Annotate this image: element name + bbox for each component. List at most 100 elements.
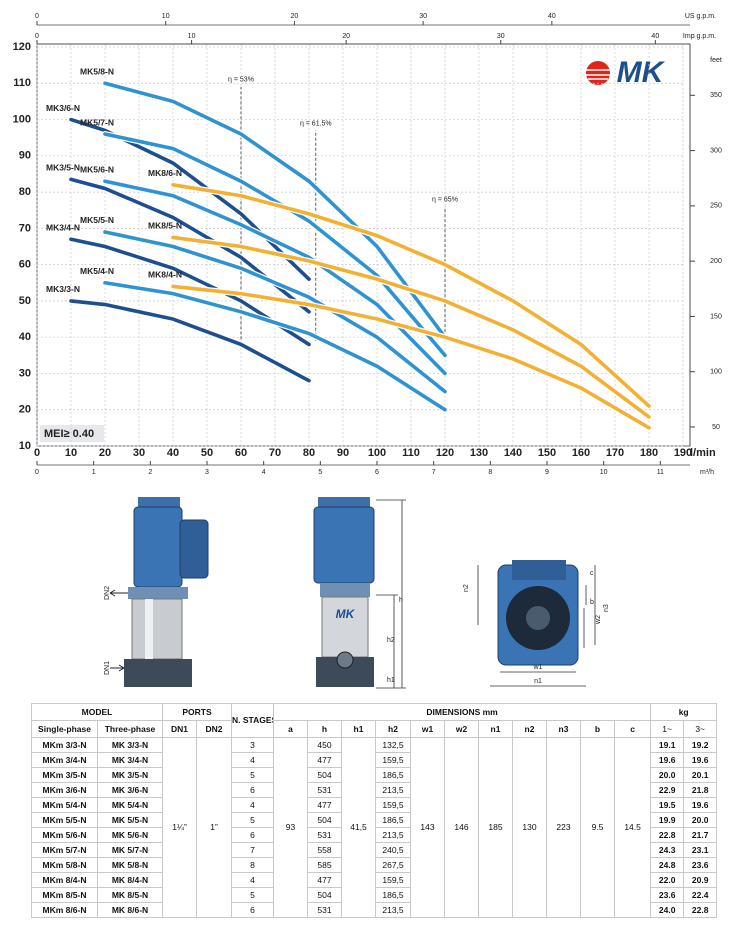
curve-label: MK5/7-N <box>80 117 114 127</box>
top-tick-label: 0 <box>35 13 39 20</box>
cell: 19.6 <box>683 797 718 813</box>
x-tick-label: 180 <box>640 447 658 459</box>
cell: 504 <box>307 812 343 828</box>
curve-label: MK3/5-N <box>46 163 80 173</box>
pump-curve <box>171 284 651 430</box>
column-header: DN1 <box>162 720 198 738</box>
y-tick-label: 20 <box>19 404 31 416</box>
curve-label: MK8/5-N <box>148 221 182 231</box>
cell: MK 5/4-N <box>96 797 164 813</box>
cell: 477 <box>307 752 343 768</box>
curve-label: MK3/3-N <box>46 284 80 294</box>
plot-frame <box>36 43 691 447</box>
cell: 531 <box>307 827 343 843</box>
cell: 22.8 <box>683 902 718 918</box>
cell: MK 8/5-N <box>96 887 164 903</box>
bottom2-tick-label: 8 <box>488 469 492 476</box>
shared-cell: 143 <box>410 737 446 918</box>
x-tick-label: 130 <box>470 447 488 459</box>
cell: 159,5 <box>375 872 412 888</box>
cell: MK 3/6-N <box>96 782 164 798</box>
cell: 213,5 <box>375 902 412 918</box>
x-tick-label: 0 <box>34 447 40 459</box>
cell: 132,5 <box>375 737 412 753</box>
cell: 4 <box>231 872 275 888</box>
pump-curve <box>171 235 651 419</box>
cell: 23.1 <box>683 842 718 858</box>
data-row: MKm 8/5-N MK 8/5-N 5 504 186,5 23.6 22.4 <box>31 887 718 903</box>
y2-tick-label: 300 <box>710 147 722 154</box>
shared-cell: 9.5 <box>580 737 616 918</box>
dim-label: h1 <box>387 677 395 684</box>
curve-label: MK3/4-N <box>46 222 80 232</box>
y-tick-label: 90 <box>19 150 31 162</box>
curve-label: MK5/4-N <box>80 266 114 276</box>
cell: 558 <box>307 842 343 858</box>
column-header: b <box>580 720 616 738</box>
cell: 531 <box>307 782 343 798</box>
cell: 19.6 <box>683 752 718 768</box>
bottom2-tick-label: 4 <box>262 469 266 476</box>
cell: 21.8 <box>683 782 718 798</box>
shared-cell: 14.5 <box>614 737 652 918</box>
pump-curve <box>103 179 447 376</box>
cell: MK 3/3-N <box>96 737 164 753</box>
cell: MK 5/7-N <box>96 842 164 858</box>
data-row: MKm 8/6-N MK 8/6-N 6 531 213,5 24.0 22.8 <box>31 902 718 918</box>
column-header: 1~ <box>650 720 685 738</box>
pump-curve <box>103 280 447 412</box>
y-tick-label: 40 <box>19 331 31 343</box>
top-tick-label: 30 <box>419 13 427 20</box>
cell: 186,5 <box>375 887 412 903</box>
dim-label: w2 <box>595 615 602 625</box>
curve-label: MK5/8-N <box>80 67 114 77</box>
y-tick-label: 60 <box>19 259 31 271</box>
column-header: n2 <box>512 720 548 738</box>
cell: 24.3 <box>650 842 685 858</box>
curve-label: MK8/6-N <box>148 168 182 178</box>
efficiency-label: η = 53% <box>228 77 254 84</box>
logo: MK <box>586 56 666 89</box>
data-row: MKm 5/5-N MK 5/5-N 5 504 186,5 19.9 20.0 <box>31 812 718 828</box>
cell: 20.0 <box>650 767 685 783</box>
cell: 20.9 <box>683 872 718 888</box>
x-tick-label: 110 <box>402 447 420 459</box>
y2-tick-label: 200 <box>710 258 722 265</box>
column-header: h1 <box>341 720 377 738</box>
y-tick-label: 80 <box>19 186 31 198</box>
header-row: MODEL PORTS N. STAGES DIMENSIONS mm kg <box>30 703 718 738</box>
top-tick-label: 40 <box>651 33 659 40</box>
bottom2-tick-label: 6 <box>375 469 379 476</box>
column-header: w1 <box>410 720 446 738</box>
column-header: DN2 <box>196 720 233 738</box>
top-tick-label: 40 <box>548 13 556 20</box>
y-tick-label: 70 <box>19 222 31 234</box>
x-tick-label: 80 <box>303 447 315 459</box>
cell: 22.4 <box>683 887 718 903</box>
top-tick-label: 30 <box>497 33 505 40</box>
cell: MKm 5/8-N <box>31 857 98 873</box>
x-tick-label: 20 <box>99 447 111 459</box>
y2-unit: feet <box>710 57 722 64</box>
cell: 267,5 <box>375 857 412 873</box>
cell: 5 <box>231 887 275 903</box>
cell: MK 3/5-N <box>96 767 164 783</box>
group-header: N. STAGES <box>231 703 275 738</box>
x-tick-label: 100 <box>368 447 386 459</box>
data-row: MKm 5/7-N MK 5/7-N 7 558 240,5 24.3 23.1 <box>31 842 718 858</box>
efficiency-label: η = 61.5% <box>300 120 332 127</box>
top-tick-label: 10 <box>188 33 196 40</box>
cell: 19.5 <box>650 797 685 813</box>
group-header: PORTS <box>162 703 233 721</box>
y-tick-label: 10 <box>19 440 31 452</box>
pump-front: DN2 DN1 <box>104 497 209 687</box>
column-header: a <box>273 720 309 738</box>
pump-curve <box>103 81 447 339</box>
y2-tick-label: 350 <box>710 92 722 99</box>
pump-curve <box>103 132 447 358</box>
y2-tick-label: 100 <box>710 369 722 376</box>
cell: 6 <box>231 782 275 798</box>
cell: 477 <box>307 872 343 888</box>
cell: 8 <box>231 857 275 873</box>
